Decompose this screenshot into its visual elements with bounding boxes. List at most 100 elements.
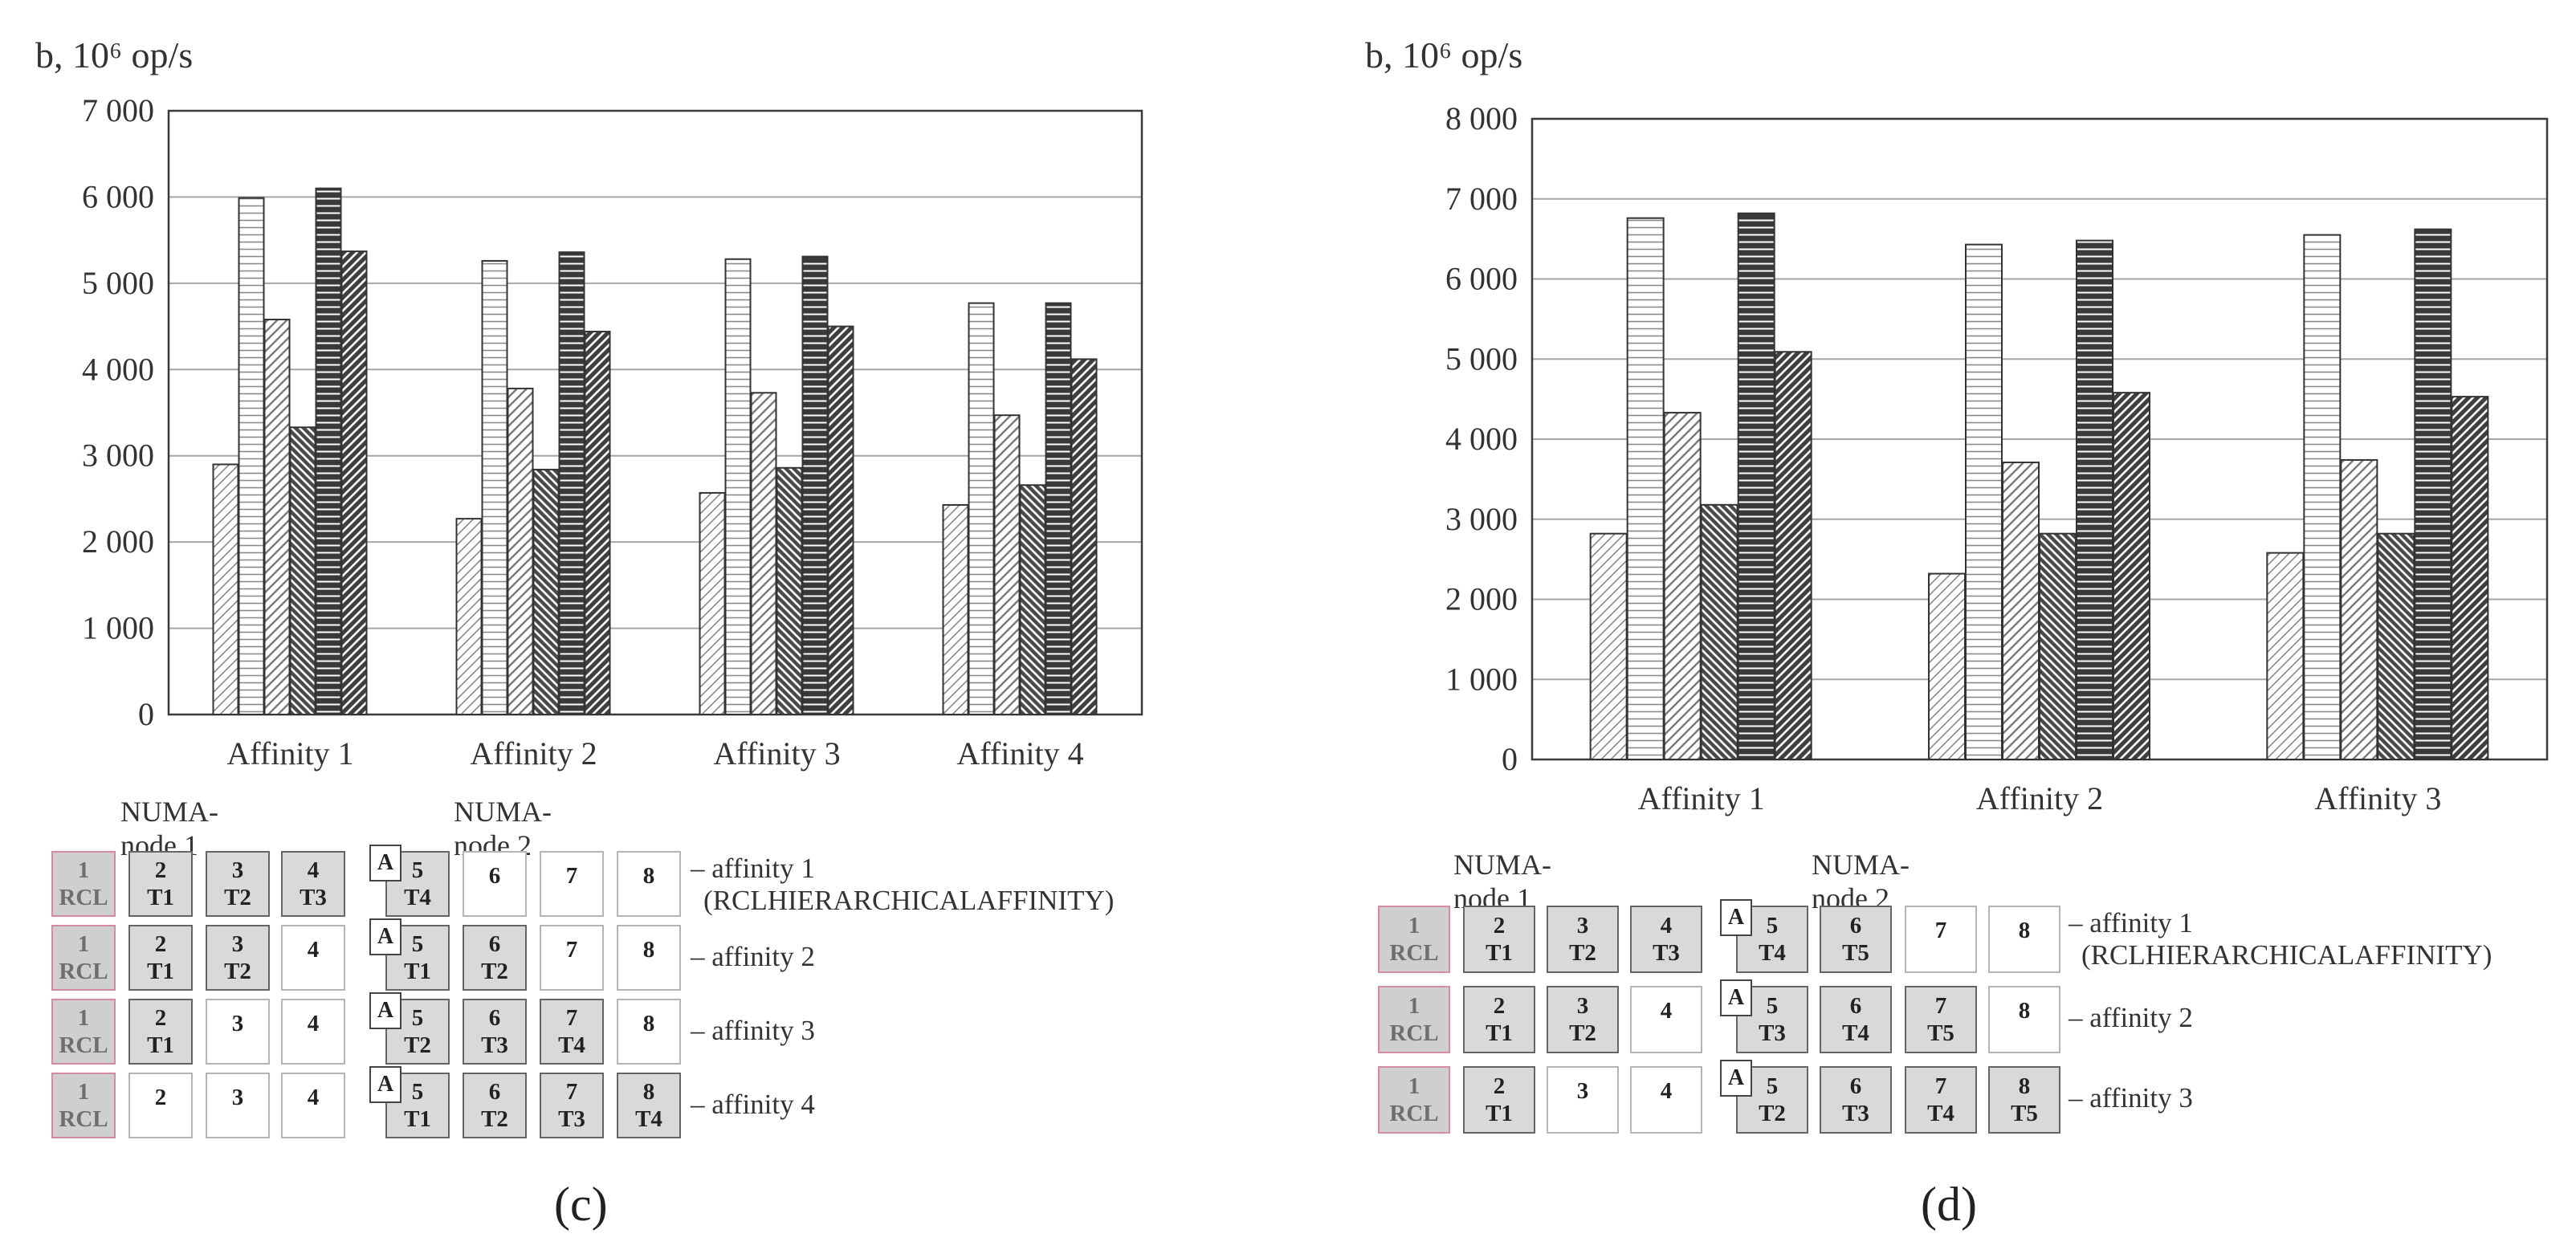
core-number: 8 bbox=[2018, 998, 2031, 1024]
free-core-cell: 8 bbox=[617, 925, 681, 991]
core-number: 4 bbox=[1660, 998, 1673, 1024]
core-number: 6 bbox=[488, 1005, 501, 1031]
busy-core-cell: 2 T1 bbox=[128, 851, 193, 917]
core-number: 1 bbox=[77, 931, 90, 957]
thread-label: T4 bbox=[1759, 940, 1786, 966]
thread-label: RCL bbox=[1389, 1020, 1439, 1046]
free-core-cell: 8 bbox=[1988, 906, 2060, 973]
core-number: 4 bbox=[307, 857, 320, 883]
core-number: 3 bbox=[231, 1085, 244, 1110]
free-core-cell: 8 bbox=[617, 999, 681, 1065]
bar-4-2 bbox=[532, 468, 560, 715]
core-number: 2 bbox=[1493, 913, 1506, 938]
core-number: 4 bbox=[1660, 913, 1673, 938]
core-number: 5 bbox=[1766, 1073, 1779, 1099]
core-number: 6 bbox=[488, 863, 501, 889]
busy-core-cell: 8 T5 bbox=[1988, 1066, 2060, 1134]
busy-core-cell: 7 T3 bbox=[540, 1073, 604, 1138]
affinity-row-label: – affinity 2 bbox=[2069, 1002, 2193, 1034]
thread-label: T2 bbox=[481, 959, 508, 984]
bar-1-3 bbox=[2266, 552, 2305, 761]
core-number: 4 bbox=[307, 1085, 320, 1110]
bar-1-1 bbox=[1589, 532, 1628, 761]
y-tick-label: 8 000 bbox=[1445, 100, 1518, 136]
y-tick-label: 2 000 bbox=[1445, 581, 1518, 617]
busy-core-cell: 4 T3 bbox=[1630, 906, 1702, 973]
free-core-cell: 4 bbox=[1630, 986, 1702, 1053]
thread-label: RCL bbox=[59, 959, 108, 984]
core-number: 2 bbox=[154, 1005, 167, 1031]
core-number: 3 bbox=[1576, 993, 1589, 1019]
busy-core-cell: 2 T1 bbox=[128, 925, 193, 991]
y-tick-label: 7 000 bbox=[82, 92, 154, 128]
x-category-label: Affinity 3 bbox=[2314, 780, 2441, 816]
panel-label-c: (c) bbox=[554, 1178, 608, 1231]
core-number: 8 bbox=[642, 1079, 655, 1105]
thread-label: T1 bbox=[1486, 1020, 1513, 1046]
bar-6-3 bbox=[2451, 396, 2489, 760]
core-number: 5 bbox=[411, 1079, 424, 1105]
y-axis-label: b, 10⁶ op/s bbox=[35, 35, 193, 75]
rcl-core-cell: 1 RCL bbox=[1378, 906, 1450, 973]
thread-label: T2 bbox=[1569, 940, 1596, 966]
bar-2-4 bbox=[968, 302, 995, 715]
y-tick-label: 5 000 bbox=[82, 265, 154, 301]
thread-label: RCL bbox=[59, 1106, 108, 1132]
busy-core-cell: 6 T2 bbox=[463, 925, 527, 991]
thread-label: T2 bbox=[1569, 1020, 1596, 1046]
free-core-cell: 3 bbox=[206, 999, 270, 1065]
thread-label: T4 bbox=[404, 885, 431, 910]
affinity-row-label: – affinity 1 (RCLHIERARCHICALAFFINITY) bbox=[691, 853, 1114, 917]
bar-5-2 bbox=[2076, 239, 2113, 760]
affinity-row-name: – affinity 1 bbox=[691, 853, 815, 884]
core-number: 3 bbox=[231, 931, 244, 957]
core-number: 2 bbox=[154, 931, 167, 957]
thread-label: T5 bbox=[2011, 1101, 2038, 1126]
bar-6-1 bbox=[340, 250, 368, 715]
core-number: 5 bbox=[1766, 913, 1779, 938]
bar-2-2 bbox=[481, 259, 508, 715]
y-tick-label: 6 000 bbox=[82, 178, 154, 214]
thread-label: T4 bbox=[1842, 1020, 1869, 1046]
busy-core-cell: 6 T3 bbox=[463, 999, 527, 1065]
bar-3-3 bbox=[2340, 458, 2378, 760]
bar-2-3 bbox=[2303, 234, 2342, 760]
bar-1-2 bbox=[455, 518, 483, 715]
busy-core-cell: 3 T2 bbox=[206, 851, 270, 917]
busy-core-cell: 7 T5 bbox=[1905, 986, 1977, 1053]
busy-core-cell: 2 T1 bbox=[1463, 1066, 1535, 1134]
busy-core-cell: 4 T3 bbox=[281, 851, 345, 917]
core-number: 7 bbox=[1934, 918, 1947, 943]
thread-label: T4 bbox=[558, 1032, 585, 1058]
busy-core-cell: 2 T1 bbox=[1463, 986, 1535, 1053]
core-number: 6 bbox=[488, 931, 501, 957]
bar-6-4 bbox=[1070, 358, 1098, 715]
bar-3-4 bbox=[993, 414, 1021, 715]
thread-label: T3 bbox=[1759, 1020, 1786, 1046]
y-tick-label: 4 000 bbox=[1445, 421, 1518, 457]
x-category-label: Affinity 1 bbox=[1638, 780, 1765, 816]
rcl-core-cell: 1 RCL bbox=[51, 851, 116, 917]
y-tick-label: 1 000 bbox=[1445, 661, 1518, 697]
thread-label: T5 bbox=[1927, 1020, 1954, 1046]
y-tick-label: 0 bbox=[138, 696, 154, 732]
core-number: 8 bbox=[2018, 1073, 2031, 1099]
busy-core-cell: 6 T5 bbox=[1820, 906, 1892, 973]
core-number: 2 bbox=[154, 1085, 167, 1110]
a-badge: A bbox=[369, 845, 401, 881]
core-number: 7 bbox=[565, 1079, 578, 1105]
bar-2-1 bbox=[238, 197, 265, 715]
bar-5-1 bbox=[315, 187, 342, 715]
bar-2-1 bbox=[1626, 217, 1665, 760]
rcl-core-cell: 1 RCL bbox=[51, 1073, 116, 1138]
a-badge: A bbox=[369, 1066, 401, 1103]
free-core-cell: 4 bbox=[1630, 1066, 1702, 1134]
x-category-label: Affinity 2 bbox=[1976, 780, 2103, 816]
bar-2-3 bbox=[724, 258, 752, 715]
thread-label: T3 bbox=[481, 1032, 508, 1058]
y-tick-label: 4 000 bbox=[82, 351, 154, 387]
affinity-row-name: – affinity 3 bbox=[691, 1015, 815, 1046]
bar-1-3 bbox=[699, 491, 726, 715]
core-number: 5 bbox=[411, 857, 424, 883]
thread-label: T1 bbox=[147, 885, 174, 910]
